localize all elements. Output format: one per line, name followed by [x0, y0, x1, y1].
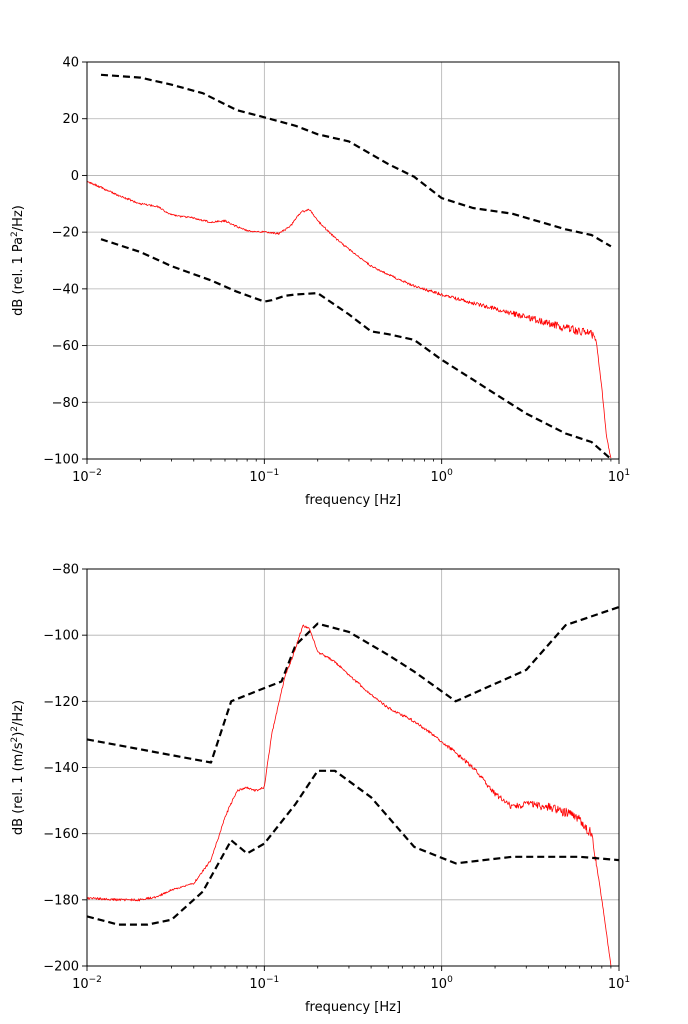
y-tick-label: −100 — [43, 629, 79, 644]
y-label-text: /Hz) — [11, 700, 26, 726]
y-label-text: /Hz) — [11, 205, 26, 231]
x-tick-base: 10 — [431, 470, 448, 485]
x-axis: 10−2 10−1 100 101 — [72, 459, 630, 485]
x-tick-exponent: 1 — [624, 975, 630, 985]
bound-curve-3 — [87, 769, 619, 926]
x-axis-label: frequency [Hz] — [305, 1000, 401, 1015]
x-tick-base: 10 — [249, 470, 266, 485]
y-tick-label: −160 — [43, 827, 79, 842]
x-axis-label: frequency [Hz] — [305, 493, 401, 508]
y-tick-label: −100 — [43, 453, 79, 468]
x-tick-exponent: −2 — [89, 975, 102, 985]
bound-curve-1 — [100, 73, 612, 248]
x-tick-base: 10 — [431, 977, 448, 992]
x-tick-exponent: 0 — [447, 975, 453, 985]
y-axis: 40 20 0 −20 −40 −60 −80 −100 — [43, 56, 87, 468]
y-label-text: dB (rel. 1 (m/s — [11, 742, 26, 835]
y-tick-label: 40 — [62, 56, 79, 71]
grid — [86, 568, 620, 967]
x-tick-exponent: −1 — [266, 975, 279, 985]
x-tick-base: 10 — [72, 470, 89, 485]
y-tick-label: −200 — [43, 960, 79, 975]
x-tick-exponent: −1 — [266, 468, 279, 478]
bound-curve-3 — [100, 238, 612, 459]
x-tick-base: 10 — [72, 977, 89, 992]
y-tick-label: −20 — [52, 226, 79, 241]
x-tick-base: 10 — [608, 470, 625, 485]
x-tick-label: 101 — [608, 468, 630, 485]
x-axis: 10−2 10−1 100 101 — [72, 966, 630, 992]
chart-panel-1: 10−2 10−1 100 10140200−20−40−60−80−100frequ… — [10, 56, 630, 509]
y-label-superscript: 2 — [10, 726, 20, 732]
y-label-superscript: 2 — [10, 737, 20, 743]
x-tick-exponent: 1 — [624, 468, 630, 478]
y-tick-label: −180 — [43, 893, 79, 908]
y-tick-label: 0 — [71, 169, 79, 184]
series-group — [87, 605, 619, 966]
psd-curve — [87, 180, 612, 459]
x-tick-label: 101 — [608, 975, 630, 992]
x-tick-exponent: −2 — [89, 468, 102, 478]
y-tick-label: −120 — [43, 695, 79, 710]
axes-frame — [86, 61, 620, 460]
grid — [86, 61, 620, 460]
x-tick-label: 10−1 — [249, 468, 279, 485]
y-axis-label: dB (rel. 1 (m/s2)2/Hz) — [10, 700, 26, 835]
y-label-text: ) — [11, 732, 26, 737]
x-tick-label: 100 — [431, 975, 454, 992]
y-tick-label: −80 — [52, 563, 79, 578]
psd-curve — [87, 624, 612, 966]
y-tick-label: −40 — [52, 282, 79, 297]
x-tick-base: 10 — [608, 977, 625, 992]
x-tick-base: 10 — [249, 977, 266, 992]
x-tick-exponent: 0 — [447, 468, 453, 478]
bound-curve-1 — [87, 605, 619, 764]
y-tick-label: −80 — [52, 396, 79, 411]
y-tick-label: 20 — [62, 112, 79, 127]
y-axis: −80 −100 −120 −140 −160 −180 −200 — [43, 563, 87, 975]
series-group — [87, 73, 612, 459]
y-tick-label: −60 — [52, 339, 79, 354]
y-label-superscript: 2 — [10, 231, 20, 237]
x-tick-label: 100 — [431, 468, 454, 485]
x-tick-label: 10−2 — [72, 975, 102, 992]
x-tick-label: 10−1 — [249, 975, 279, 992]
y-label-text: dB (rel. 1 Pa — [11, 237, 26, 316]
y-tick-label: −140 — [43, 761, 79, 776]
y-axis-label: dB (rel. 1 Pa2/Hz) — [10, 205, 26, 316]
x-tick-label: 10−2 — [72, 468, 102, 485]
chart-panel-2: 10−2 10−1 100 101−80−100−120−140−160−180−20… — [10, 563, 630, 1016]
